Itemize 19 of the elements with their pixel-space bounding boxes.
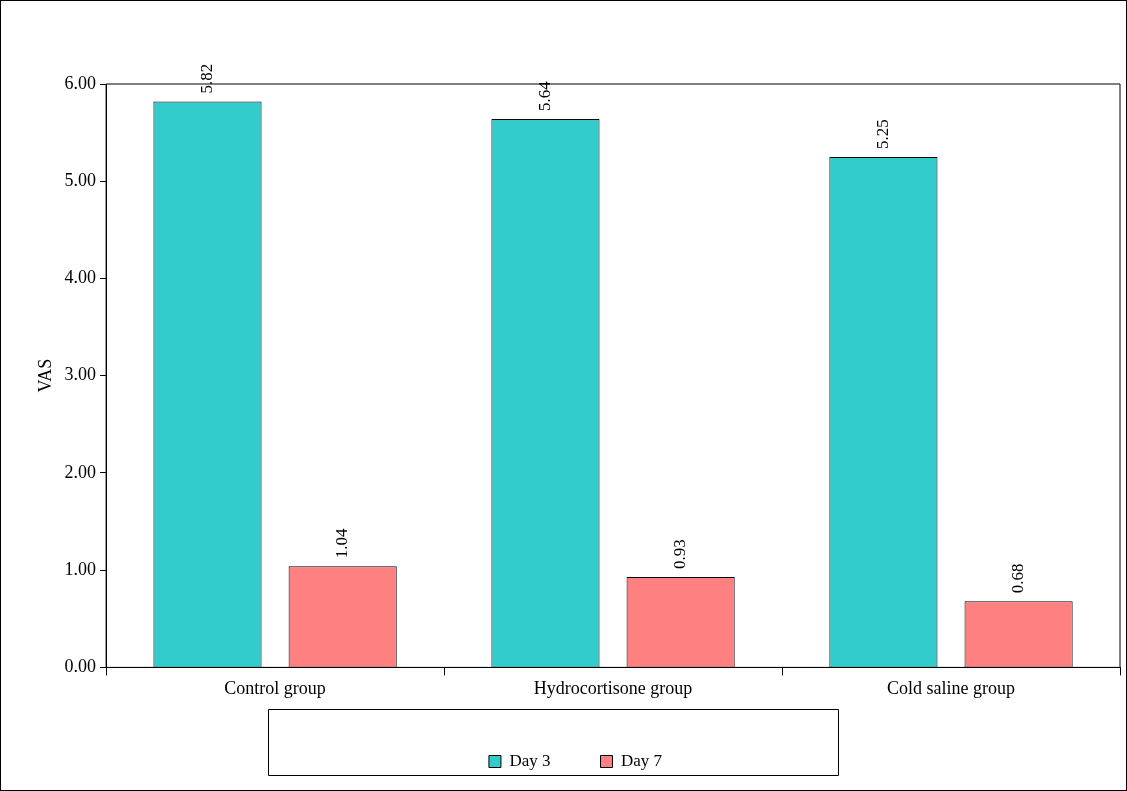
y-tick-label: 0.00 xyxy=(64,656,97,677)
y-tick-label: 2.00 xyxy=(64,461,97,482)
data-label: 5.64 xyxy=(534,80,554,111)
x-tick-label: Control group xyxy=(224,677,326,698)
y-tick-label: 1.00 xyxy=(64,558,97,579)
legend-label: Day 7 xyxy=(621,750,663,770)
y-axis-title: VAS xyxy=(34,358,55,393)
y-tick-label: 6.00 xyxy=(64,72,97,93)
data-label: 0.68 xyxy=(1008,563,1028,594)
data-label: 1.04 xyxy=(332,528,352,559)
legend-label: Day 3 xyxy=(509,750,551,770)
x-tick-label: Cold saline group xyxy=(887,677,1016,698)
data-label: 0.93 xyxy=(670,539,690,569)
y-tick-label: 3.00 xyxy=(64,364,97,385)
x-tick-label: Hydrocortisone group xyxy=(533,677,693,698)
y-tick-label: 4.00 xyxy=(64,267,97,288)
y-tick-label: 5.00 xyxy=(64,169,97,190)
data-label: 5.82 xyxy=(196,63,216,94)
data-label: 5.25 xyxy=(872,119,892,149)
